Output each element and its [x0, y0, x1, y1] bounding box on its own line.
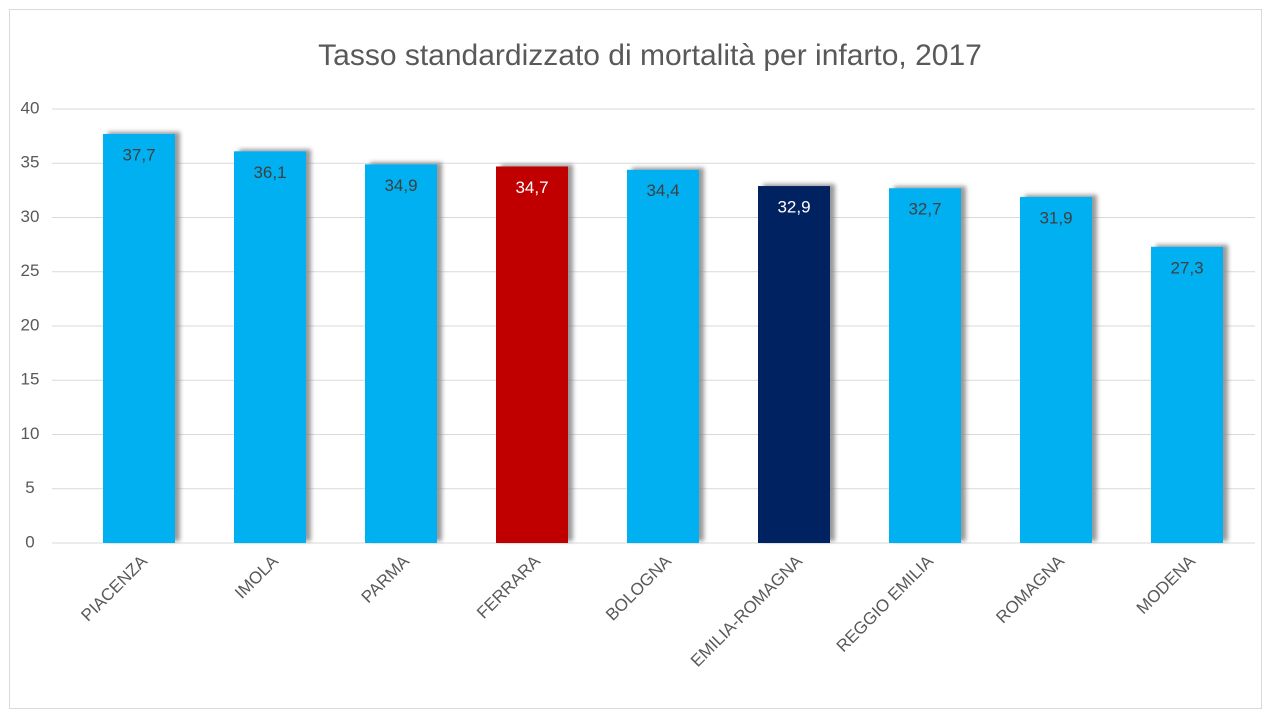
y-tick-label: 40: [21, 98, 40, 117]
value-label: 34,4: [646, 181, 679, 200]
bar: [365, 164, 437, 543]
bar: [1151, 246, 1223, 544]
value-label: 31,9: [1039, 208, 1072, 227]
bar: [758, 186, 830, 543]
bar: [103, 133, 175, 543]
bar: [234, 151, 306, 543]
value-label: 27,3: [1170, 258, 1203, 277]
value-label: 34,9: [384, 176, 417, 195]
y-tick-label: 15: [21, 370, 40, 389]
value-label: 32,9: [777, 198, 810, 217]
y-tick-label: 20: [21, 315, 40, 334]
y-tick-label: 5: [25, 478, 34, 497]
value-label: 36,1: [253, 163, 286, 182]
bar: [889, 188, 961, 543]
bar: [496, 166, 568, 543]
y-tick-label: 0: [25, 532, 34, 551]
y-tick-label: 35: [21, 153, 40, 172]
bar: [1020, 196, 1092, 543]
y-tick-label: 25: [21, 261, 40, 280]
value-label: 34,7: [515, 178, 548, 197]
bar: [627, 169, 699, 543]
chart-title: Tasso standardizzato di mortalità per in…: [318, 39, 982, 72]
y-tick-label: 10: [21, 424, 40, 443]
y-tick-label: 30: [21, 207, 40, 226]
value-label: 37,7: [122, 145, 155, 164]
value-label: 32,7: [908, 200, 941, 219]
